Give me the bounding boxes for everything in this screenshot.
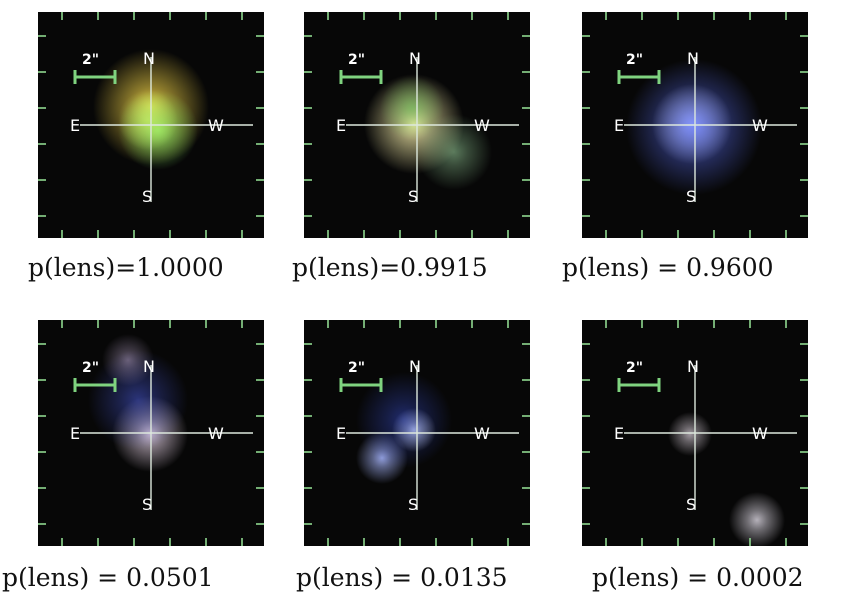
compass-east-label: E	[614, 424, 624, 443]
scale-bar	[73, 70, 117, 84]
lens-cutout-6: 2" N S E W	[582, 320, 808, 546]
compass-west-label: W	[208, 424, 224, 443]
compass-east-label: E	[70, 424, 80, 443]
scale-bar	[617, 378, 661, 392]
lens-probability-caption-4: p(lens) = 0.0501	[2, 563, 214, 592]
scale-label: 2"	[82, 360, 99, 376]
compass-west-label: W	[474, 424, 490, 443]
compass-south-label: S	[686, 187, 696, 206]
compass-north-label: N	[687, 49, 699, 68]
source-glow	[118, 90, 178, 150]
scale-bar	[339, 70, 383, 84]
source-glow	[416, 114, 492, 190]
compass-north-label: N	[687, 357, 699, 376]
source-glow	[380, 76, 444, 140]
compass-south-label: S	[408, 495, 418, 514]
source-glow	[356, 372, 452, 468]
lens-probability-caption-2: p(lens)=0.9915	[292, 253, 488, 282]
source-glow	[729, 492, 785, 546]
compass-south-label: S	[142, 187, 152, 206]
compass-east-label: E	[336, 424, 346, 443]
lens-probability-caption-1: p(lens)=1.0000	[28, 253, 224, 282]
compass-west-label: W	[208, 116, 224, 135]
compass-north-label: N	[409, 49, 421, 68]
lens-cutout-4: 2" N S E W	[38, 320, 264, 546]
scale-label: 2"	[348, 360, 365, 376]
compass-north-label: N	[409, 357, 421, 376]
scale-bar	[617, 70, 661, 84]
source-glow	[668, 412, 712, 456]
compass-north-label: N	[143, 49, 155, 68]
lens-probability-caption-5: p(lens) = 0.0135	[296, 563, 508, 592]
compass-south-label: S	[408, 187, 418, 206]
compass-south-label: S	[142, 495, 152, 514]
compass-north-label: N	[143, 357, 155, 376]
lens-cutout-2: 2" N S E W	[304, 12, 530, 238]
lens-cutout-5: 2" N S E W	[304, 320, 530, 546]
source-glow	[102, 334, 154, 386]
compass-east-label: E	[336, 116, 346, 135]
scale-label: 2"	[82, 52, 99, 68]
compass-west-label: W	[752, 116, 768, 135]
compass-east-label: E	[70, 116, 80, 135]
compass-east-label: E	[614, 116, 624, 135]
lens-cutout-1: 2" N S E W	[38, 12, 264, 238]
scale-label: 2"	[626, 360, 643, 376]
scale-bar	[73, 378, 117, 392]
compass-west-label: W	[474, 116, 490, 135]
source-glow	[626, 59, 762, 195]
scale-label: 2"	[626, 52, 643, 68]
scale-bar	[339, 378, 383, 392]
lens-probability-caption-6: p(lens) = 0.0002	[592, 563, 804, 592]
scale-label: 2"	[348, 52, 365, 68]
compass-west-label: W	[752, 424, 768, 443]
lens-cutout-3: 2" N S E W	[582, 12, 808, 238]
compass-south-label: S	[686, 495, 696, 514]
lens-probability-caption-3: p(lens) = 0.9600	[562, 253, 774, 282]
